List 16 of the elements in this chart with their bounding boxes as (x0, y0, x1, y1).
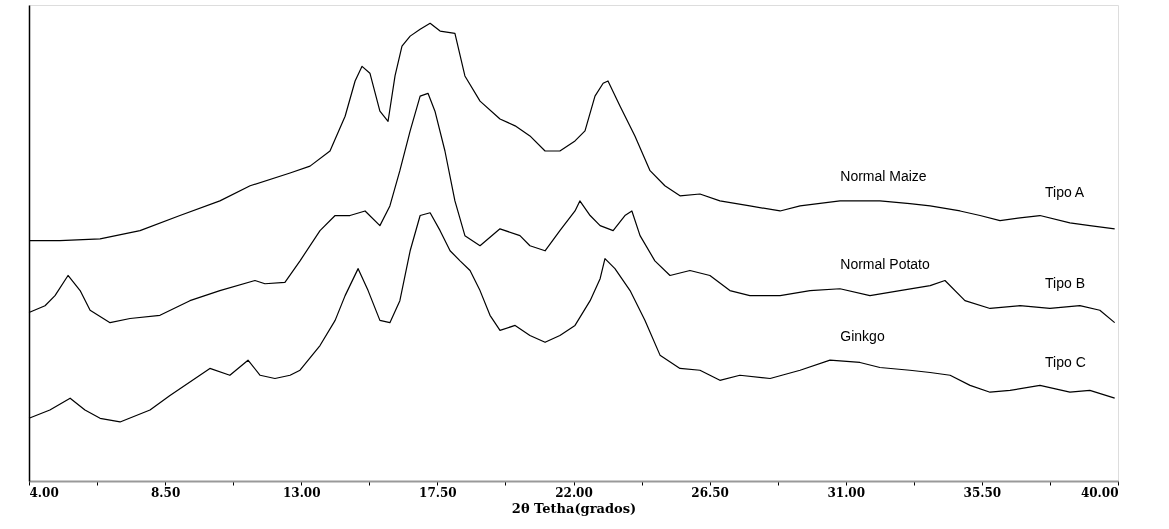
x-tick-label: 31.00 (827, 485, 866, 500)
x-tick-label: 17.50 (419, 485, 457, 500)
annotation: Tipo A (1045, 183, 1085, 200)
x-tick-label: 22.00 (555, 485, 593, 500)
series-label: Ginkgo (840, 328, 885, 345)
series-label: Normal Potato (840, 256, 930, 273)
x-tick-label: 40.00 (1080, 485, 1119, 500)
x-tick-label: 35.50 (963, 485, 1002, 500)
x-tick-label: 8.50 (151, 485, 181, 500)
series-label: Normal Maize (840, 168, 927, 185)
x-tick-label: 26.50 (691, 485, 729, 500)
x-tick-label: 13.00 (282, 485, 321, 500)
x-tick-label: 4.00 (29, 485, 59, 500)
annotation: Tipo C (1045, 353, 1086, 370)
x-axis-title: 2θ Tetha(grados) (511, 500, 637, 516)
annotation: Tipo B (1045, 275, 1085, 292)
